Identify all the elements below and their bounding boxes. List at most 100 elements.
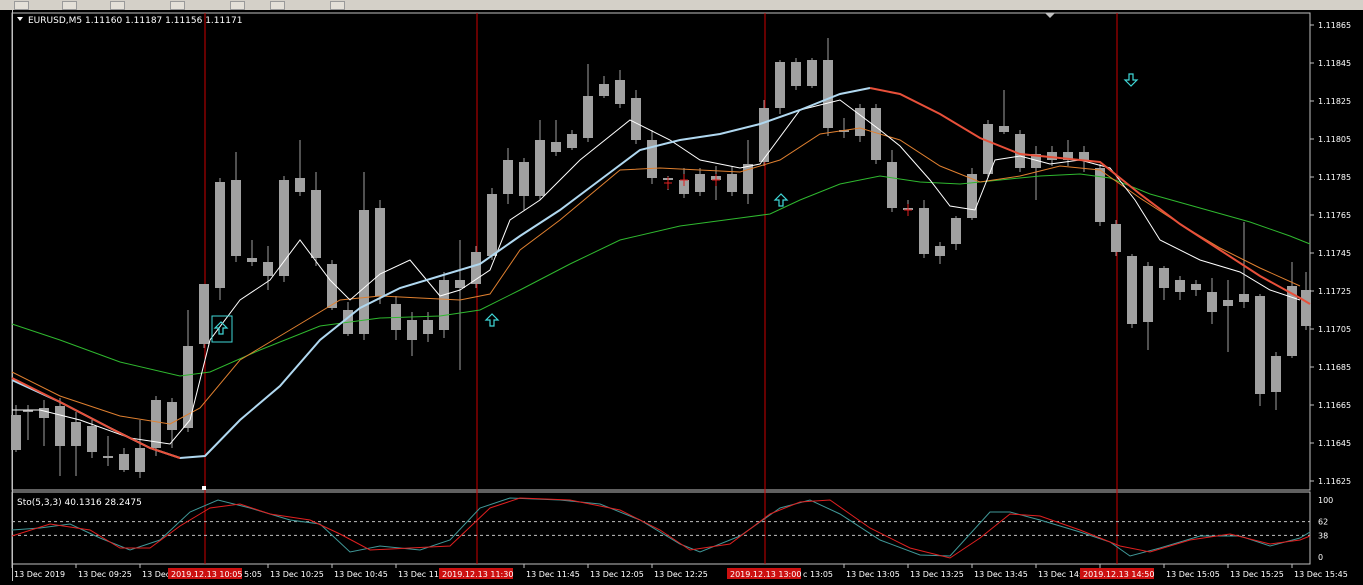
candle-body (1287, 286, 1297, 356)
candle-body (759, 108, 769, 162)
time-highlight-label: 2019.12.13 14:50 (1083, 570, 1154, 579)
candle-body (743, 164, 753, 194)
chart-window[interactable]: EURUSD,M5 1.11160 1.11187 1.11156 1.1117… (0, 10, 1363, 581)
candle-body (471, 252, 481, 284)
candle-body (151, 400, 161, 448)
time-highlight-box (168, 568, 242, 579)
candle-body (55, 406, 65, 446)
stoch-axis-label: 0 (1318, 553, 1323, 562)
ma-orange-line (11, 127, 1301, 425)
price-label: 1.11845 (1318, 59, 1351, 68)
candle-body (695, 174, 705, 192)
toolbar-button[interactable] (110, 1, 125, 10)
candle-body (487, 194, 497, 256)
candle-body (887, 162, 897, 208)
price-axis: 1.11865 1.11845 1.11825 1.11805 1.11785 1.117… (1310, 21, 1351, 486)
candle-body (1175, 280, 1185, 292)
time-label: 13 Dec 12:05 (590, 570, 644, 579)
price-label: 1.11865 (1318, 21, 1351, 30)
indicator-frame (11, 491, 1311, 565)
toolbar-button[interactable] (170, 1, 185, 10)
time-label: 13 Dec 14:05 (1038, 570, 1092, 579)
candle-body (23, 410, 33, 412)
candle-body (567, 134, 577, 148)
time-label: 13 Dec 15:25 (1230, 570, 1284, 579)
toolbar-button[interactable] (62, 1, 77, 10)
time-label: 13 Dec 15:05 (1166, 570, 1220, 579)
candle-body (1271, 356, 1281, 392)
candle-body (71, 422, 81, 446)
candle-body (1143, 266, 1153, 322)
price-label: 1.11685 (1318, 363, 1351, 372)
time-highlight-label: 2019.12.13 10:05 (171, 570, 242, 579)
candle-body (87, 426, 97, 452)
time-label: 13 Dec 09:25 (78, 570, 132, 579)
candle-body (1207, 292, 1217, 312)
candle-body (1079, 152, 1089, 160)
time-highlight-box (439, 568, 513, 579)
candle-body (967, 174, 977, 218)
candle-body (775, 62, 785, 108)
toolbar-button[interactable] (330, 1, 345, 10)
time-label: 13 Dec 13:45 (974, 570, 1028, 579)
candle-body (631, 98, 641, 140)
candle-body (983, 124, 993, 174)
up-arrow-icon (484, 313, 500, 327)
chart-menu-icon[interactable] (17, 17, 23, 21)
candle-body (103, 456, 113, 458)
candle-body (247, 258, 257, 262)
candle-body (551, 142, 561, 152)
signal-arrows (211, 73, 1139, 343)
time-label: 13 Dec 2019 (14, 570, 65, 579)
candle-body (407, 320, 417, 340)
toolbar-button[interactable] (14, 1, 29, 10)
candle-body (359, 210, 369, 334)
candles (11, 38, 1311, 490)
price-label: 1.11825 (1318, 97, 1351, 106)
time-label: 13 Dec 10:25 (270, 570, 324, 579)
toolbar-button[interactable] (270, 1, 285, 10)
candle-body (1191, 284, 1201, 290)
price-label: 1.11805 (1318, 135, 1351, 144)
candle-body (1223, 300, 1233, 306)
time-label: 13 Dec 12:25 (654, 570, 708, 579)
candle-body (647, 140, 657, 178)
stochastic-panel: 100 62 38 0 (11, 496, 1333, 562)
stoch-signal-line (11, 497, 1311, 559)
candle-body (39, 408, 49, 418)
price-label: 1.11725 (1318, 287, 1351, 296)
candle-body (583, 96, 593, 138)
candle-body (1111, 224, 1121, 252)
chart-canvas[interactable]: EURUSD,M5 1.11160 1.11187 1.11156 1.1117… (0, 10, 1363, 581)
ma-green-line (11, 173, 1311, 377)
stoch-axis-label: 100 (1318, 496, 1333, 505)
price-label: 1.11765 (1318, 211, 1351, 220)
candle-body (503, 160, 513, 194)
left-border (12, 10, 13, 581)
candle-body (375, 208, 385, 296)
candle-body (1015, 134, 1025, 168)
price-label: 1.11645 (1318, 439, 1351, 448)
candle-body (871, 108, 881, 160)
candle-body (119, 454, 129, 470)
candle-body (1301, 290, 1311, 326)
toolbar-button[interactable] (230, 1, 245, 10)
candle-body (1063, 152, 1073, 160)
candle-body (519, 162, 529, 196)
vertical-lines (204, 13, 1118, 564)
time-highlight-label: 2019.12.13 11:30 (442, 570, 513, 579)
candle-body (263, 262, 273, 276)
candle-body (423, 320, 433, 334)
candle-body (1159, 268, 1169, 288)
down-arrow-icon (1123, 73, 1139, 87)
candle-body (11, 415, 21, 450)
candle-body (807, 60, 817, 86)
candle-body (727, 174, 737, 192)
up-arrow-icon (213, 321, 229, 335)
candle-body (1047, 152, 1057, 160)
candle-body (839, 130, 849, 132)
candle-body (999, 126, 1009, 132)
chart-shift-marker[interactable] (1045, 13, 1055, 18)
time-label: 13 Dec 13:25 (910, 570, 964, 579)
time-highlight-box (1080, 568, 1154, 579)
